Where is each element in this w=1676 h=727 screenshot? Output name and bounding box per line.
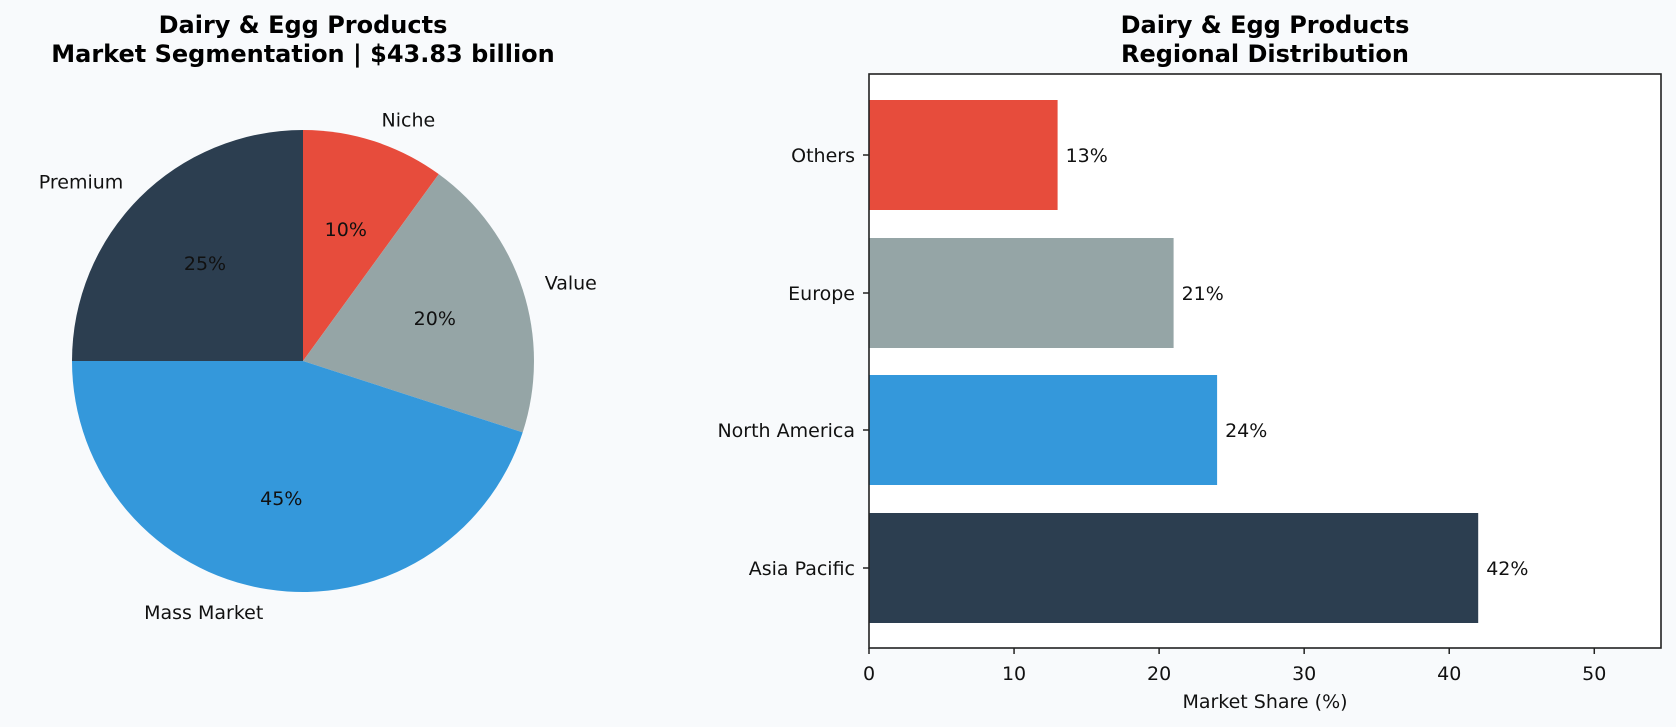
bar-asia-pacific	[869, 513, 1479, 623]
pie-category-label: Mass Market	[144, 602, 263, 624]
x-tick-label: 50	[1582, 663, 1606, 685]
bar-europe	[869, 238, 1174, 348]
bar-north-america	[869, 375, 1218, 485]
bar-chart: Dairy & Egg Products Regional Distributi…	[717, 11, 1662, 713]
x-tick-label: 30	[1292, 663, 1316, 685]
pie-category-label: Value	[545, 273, 597, 295]
pie-title-line-2: Market Segmentation | $43.83 billion	[51, 40, 555, 68]
axes-frame	[868, 73, 1662, 649]
y-tick-label: Europe	[788, 283, 855, 305]
bar-value-label: 42%	[1486, 558, 1528, 580]
bar-title-line-2: Regional Distribution	[1121, 40, 1409, 68]
y-tick-label: Others	[791, 145, 855, 167]
bar-value-label: 21%	[1182, 283, 1224, 305]
pie-category-label: Niche	[382, 109, 436, 131]
x-tick-label: 20	[1147, 663, 1171, 685]
pie-title-line-1: Dairy & Egg Products	[159, 11, 448, 39]
x-axis-label: Market Share (%)	[1182, 691, 1347, 713]
x-tick-label: 0	[863, 663, 875, 685]
pie-chart: Dairy & Egg Products Market Segmentation…	[39, 11, 597, 624]
bar-title-line-1: Dairy & Egg Products	[1121, 11, 1410, 39]
pie-percent-label: 10%	[325, 219, 367, 241]
pie-slice-niche	[303, 130, 439, 361]
pie-slice-mass-market	[72, 361, 523, 592]
bar-value-label: 24%	[1225, 420, 1267, 442]
pie-percent-label: 25%	[184, 253, 226, 275]
x-tick-label: 10	[1002, 663, 1026, 685]
pie-slice-premium	[72, 130, 303, 361]
x-tick-label: 40	[1437, 663, 1461, 685]
bar-others	[869, 100, 1058, 210]
y-tick-label: North America	[717, 420, 855, 442]
bar-value-label: 13%	[1066, 145, 1108, 167]
pie-slice-value	[303, 174, 534, 433]
pie-percent-label: 45%	[260, 488, 302, 510]
pie-percent-label: 20%	[414, 308, 456, 330]
pie-category-label: Premium	[39, 171, 124, 193]
y-tick-label: Asia Pacific	[749, 558, 855, 580]
